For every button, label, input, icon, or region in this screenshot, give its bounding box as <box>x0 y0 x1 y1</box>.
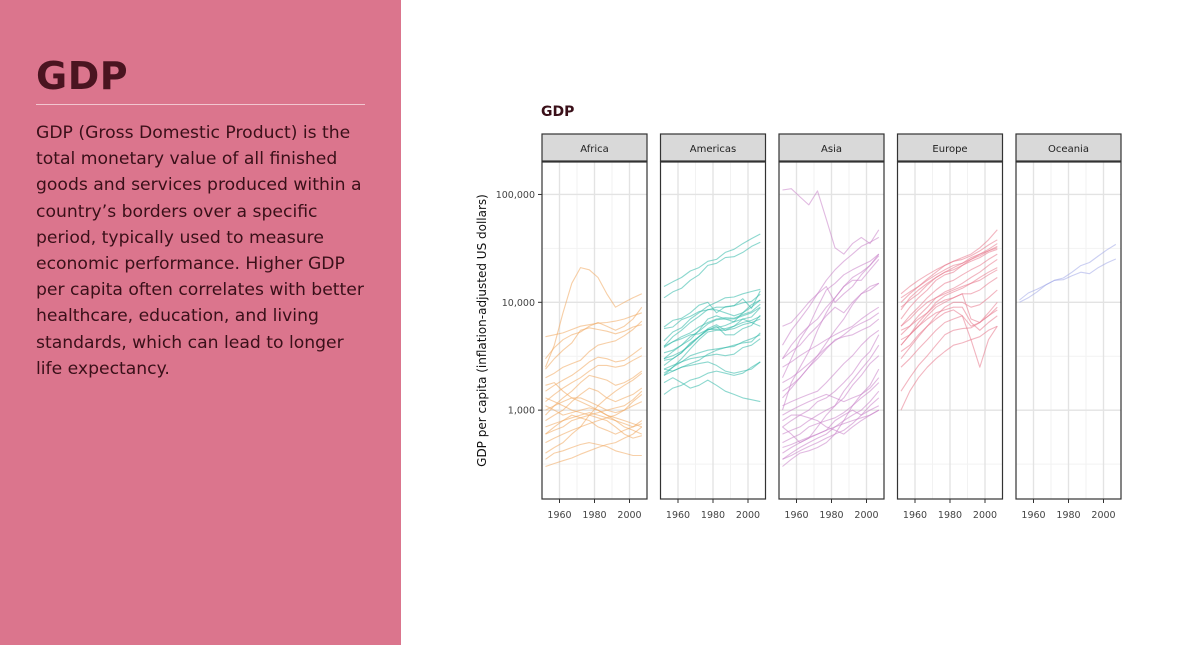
series-line-europe <box>900 253 998 327</box>
facet-strip-europe <box>896 133 1004 162</box>
series-line-europe <box>900 267 998 346</box>
series-line-africa <box>545 397 642 439</box>
x-tick-label: 1980 <box>938 510 962 521</box>
series-line-americas <box>663 361 761 395</box>
gdp-faceted-line-chart: GDP GDP per capita (inflation-adjusted US… <box>475 104 1122 521</box>
page-title: GDP <box>36 54 129 98</box>
title-divider <box>36 104 365 105</box>
series-line-europe <box>900 269 998 327</box>
facet-strip-asia <box>778 133 885 162</box>
series-line-asia <box>782 236 880 346</box>
series-line-americas <box>663 377 761 403</box>
x-tick-label: 1980 <box>1056 510 1080 521</box>
x-tick-label: 1980 <box>582 510 606 521</box>
series-line-asia <box>782 253 880 327</box>
x-tick-label: 2000 <box>973 510 997 521</box>
series-line-africa <box>545 405 642 428</box>
series-line-africa <box>545 390 643 435</box>
y-axis-label: GDP per capita (inflation-adjusted US do… <box>475 194 489 467</box>
series-line-americas <box>663 334 761 374</box>
series-line-africa <box>545 442 642 460</box>
series-line-asia <box>782 409 880 449</box>
facet-label-oceania: Oceania <box>1048 144 1089 155</box>
series-line-americas <box>663 318 761 366</box>
facet-label-europe: Europe <box>932 144 967 155</box>
series-line-europe <box>900 309 998 368</box>
y-tick-label: 10,000 <box>502 298 535 309</box>
series-line-asia <box>782 306 880 368</box>
x-tick-label: 1980 <box>819 510 843 521</box>
x-tick-label: 1960 <box>666 510 690 521</box>
series-line-africa <box>544 267 643 368</box>
series-line-africa <box>545 324 642 370</box>
series-line-europe <box>900 325 998 411</box>
series-line-asia <box>781 255 880 411</box>
facet-strip-americas <box>659 133 767 162</box>
series-line-europe <box>900 247 998 308</box>
series-line-europe <box>900 289 998 360</box>
series-line-europe <box>900 277 998 346</box>
series-line-europe <box>900 245 998 311</box>
series-line-africa <box>545 320 643 379</box>
series-line-asia <box>782 329 880 407</box>
y-tick-label: 100,000 <box>496 190 535 201</box>
series-line-americas <box>663 233 761 287</box>
series-line-americas <box>663 318 761 376</box>
series-line-africa <box>545 382 643 435</box>
facet-strip-africa <box>541 133 648 162</box>
series-line-africa <box>545 372 643 454</box>
series-line-asia <box>782 397 880 460</box>
series-line-africa <box>545 426 643 468</box>
series-line-asia <box>782 318 880 392</box>
series-line-americas <box>663 241 761 299</box>
y-tick-label: 1,000 <box>508 406 535 417</box>
series-line-europe <box>900 248 998 320</box>
series-line-asia <box>782 382 880 444</box>
series-line-africa <box>545 312 642 338</box>
facet-label-asia: Asia <box>821 144 842 155</box>
series-line-asia <box>782 253 880 378</box>
series-line-africa <box>545 347 643 392</box>
description-text: GDP (Gross Domestic Product) is the tota… <box>36 123 364 379</box>
series-line-africa <box>545 387 643 422</box>
facet-strip-oceania <box>1015 133 1122 162</box>
x-tick-label: 2000 <box>1091 510 1115 521</box>
series-line-americas <box>663 361 761 374</box>
series-line-asia <box>782 390 880 460</box>
series-line-europe <box>900 258 998 336</box>
series-line-oceania <box>1019 243 1117 303</box>
series-line-asia <box>782 334 880 428</box>
series-line-asia <box>782 355 880 435</box>
x-tick-label: 1960 <box>784 510 808 521</box>
series-line-asia <box>782 282 879 360</box>
series-line-americas <box>663 288 761 342</box>
x-tick-label: 2000 <box>854 510 878 521</box>
series-line-europe <box>900 293 998 331</box>
series-line-oceania <box>1019 258 1117 301</box>
series-line-americas <box>663 299 761 354</box>
series-line-asia <box>782 377 880 416</box>
series-line-americas <box>663 293 761 330</box>
x-tick-label: 2000 <box>736 510 760 521</box>
x-tick-label: 1960 <box>1021 510 1045 521</box>
series-line-europe <box>900 239 998 299</box>
facet-label-africa: Africa <box>580 144 609 155</box>
series-line-americas <box>663 290 761 328</box>
series-line-americas <box>663 303 761 349</box>
x-tick-label: 1980 <box>701 510 725 521</box>
series-line-asia <box>782 344 880 454</box>
series-line-africa <box>545 370 643 416</box>
series-line-asia <box>782 188 880 255</box>
series-line-americas <box>663 315 761 347</box>
series-line-africa <box>545 393 643 444</box>
x-tick-label: 1960 <box>547 510 571 521</box>
facet-label-americas: Americas <box>690 144 736 155</box>
series-line-asia <box>782 259 880 360</box>
x-tick-label: 1960 <box>903 510 927 521</box>
x-tick-label: 2000 <box>617 510 641 521</box>
sidebar-panel: GDP GDP (Gross Domestic Product) is the … <box>0 0 401 645</box>
chart-title: GDP <box>541 104 574 120</box>
